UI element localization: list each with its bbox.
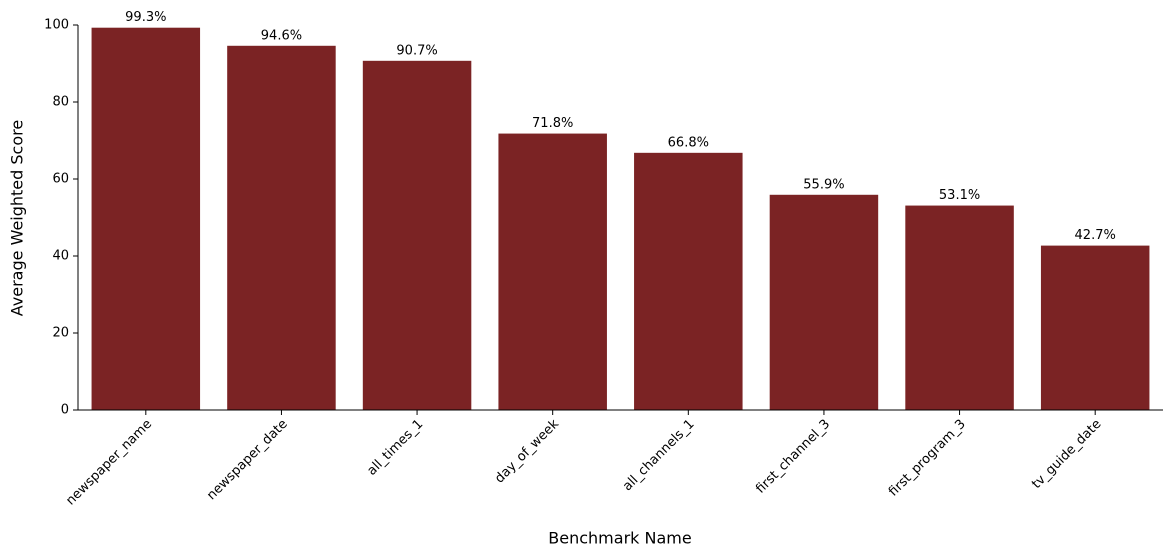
bar — [91, 27, 201, 410]
value-label: 94.6% — [261, 28, 302, 43]
y-tick-label: 60 — [52, 172, 69, 187]
bar — [905, 205, 1014, 410]
x-tick-label: all_times_1 — [364, 417, 426, 479]
bar — [769, 194, 879, 410]
x-tick-label: newspaper_date — [204, 417, 290, 503]
x-tick-label: first_program_3 — [886, 417, 969, 500]
bar — [362, 60, 472, 411]
x-tick-label: day_of_week — [492, 416, 562, 486]
x-tick-label: newspaper_name — [63, 417, 155, 509]
value-label: 99.3% — [125, 10, 166, 25]
y-tick-label: 80 — [52, 95, 69, 110]
x-tick-label: first_channel_3 — [753, 417, 833, 497]
x-tick-label: tv_guide_date — [1029, 417, 1104, 492]
value-label: 53.1% — [939, 188, 980, 203]
y-tick-label: 40 — [52, 249, 69, 264]
y-tick-label: 100 — [44, 18, 69, 33]
y-axis-label: Average Weighted Score — [8, 120, 27, 316]
bar — [634, 152, 743, 410]
x-axis-label: Benchmark Name — [548, 529, 691, 548]
y-tick-label: 0 — [61, 403, 69, 418]
value-label: 90.7% — [396, 43, 437, 58]
bar — [498, 133, 607, 410]
value-label: 66.8% — [668, 135, 709, 150]
bar — [227, 45, 336, 410]
value-label: 55.9% — [803, 177, 844, 192]
bar — [1040, 245, 1150, 410]
x-tick-label: all_channels_1 — [620, 417, 698, 495]
value-label: 42.7% — [1075, 228, 1116, 243]
value-label: 71.8% — [532, 116, 573, 131]
y-tick-label: 20 — [52, 326, 69, 341]
